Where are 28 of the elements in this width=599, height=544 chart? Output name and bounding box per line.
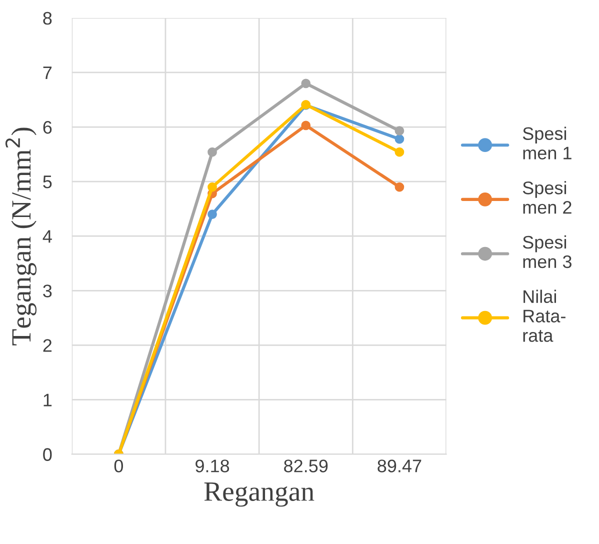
legend-label: Spesimen 2	[522, 181, 572, 214]
y-tick-label: 1	[44, 394, 52, 406]
y-axis-title: Tegangan (N/mm$^{2}$)	[5, 128, 37, 346]
point	[394, 126, 404, 136]
y-tick-label: 2	[43, 339, 52, 352]
point	[394, 147, 404, 157]
point	[208, 147, 217, 157]
y-tick-label: 5	[43, 176, 52, 188]
y-tick-label: 6	[43, 120, 52, 134]
y-tick-label: 4	[42, 230, 52, 243]
point	[394, 182, 404, 192]
legend-label: Nilai Rata-rata	[523, 290, 566, 342]
legend-label: Spesimen 3	[522, 235, 572, 268]
legend-label: Spesimen 1	[522, 126, 572, 160]
y-tick-label: 7	[43, 66, 52, 80]
y-tick-label: 8	[43, 12, 52, 25]
point	[208, 210, 217, 219]
x-tick-label: 89.47	[378, 460, 422, 472]
y-tick-label: 0	[43, 448, 52, 461]
y-tick-label: 3	[43, 284, 52, 298]
x-tick-label: 9.18	[196, 460, 230, 472]
x-tick-label: 0	[114, 460, 123, 472]
point	[301, 78, 311, 88]
point	[301, 120, 311, 130]
x-tick-label: 82.59	[284, 460, 328, 472]
point	[208, 182, 217, 192]
x-axis-title: Regangan	[204, 482, 314, 507]
point	[394, 134, 404, 144]
